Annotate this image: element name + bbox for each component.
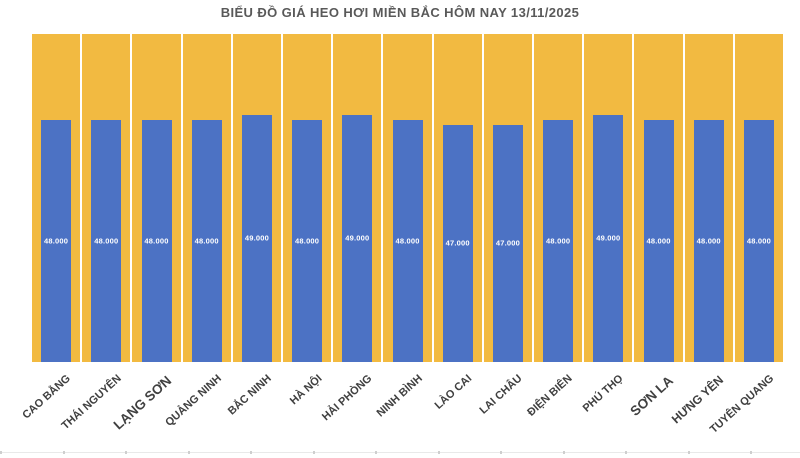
category-column: 48.000 (283, 34, 332, 362)
bottom-tick (62, 451, 65, 454)
category-column: 47.000 (483, 34, 533, 362)
bar-value-label: 47.000 (445, 238, 470, 248)
bottom-tick (750, 451, 752, 454)
bar-value-label: 48.000 (44, 236, 69, 246)
bottom-tick (375, 451, 377, 454)
category-column: 49.000 (333, 34, 382, 362)
price-bar: 48.000 (643, 119, 674, 362)
price-bar: 48.000 (693, 119, 724, 362)
bottom-tick (125, 451, 127, 454)
x-axis-label: CAO BẰNG (20, 372, 74, 422)
category-column: 48.000 (734, 34, 784, 362)
bottom-tick (312, 451, 315, 454)
x-axis-label: HÀ NỘI (287, 372, 325, 408)
category-column: 48.000 (534, 34, 583, 362)
category-column: 48.000 (182, 34, 231, 362)
bar-value-label: 48.000 (395, 236, 420, 246)
category-column: 47.000 (433, 34, 482, 362)
x-axis-label: THÁI NGUYÊN (58, 372, 124, 433)
bar-value-label: 48.000 (94, 236, 119, 246)
x-axis-label: TUYÊN QUANG (707, 372, 776, 436)
bottom-tick (437, 451, 440, 454)
bar-value-label: 49.000 (345, 233, 370, 243)
x-axis-label: ĐIỆN BIÊN (525, 372, 576, 419)
price-bar: 47.000 (492, 124, 523, 362)
x-axis-label: SƠN LA (627, 372, 677, 419)
x-axis-label: HẢI PHÒNG (319, 372, 375, 424)
bar-value-label: 48.000 (194, 236, 219, 246)
bar-value-label: 47.000 (495, 238, 520, 248)
bottom-tick (625, 451, 627, 454)
bottom-gridline (0, 452, 800, 453)
x-axis-label: QUẢNG NINH (162, 372, 224, 429)
price-bar: 48.000 (543, 119, 574, 362)
price-bar: 48.000 (41, 119, 72, 362)
x-axis-label: BẮC NINH (225, 372, 274, 418)
price-bar: 48.000 (743, 119, 774, 362)
x-axis-label: LAI CHÂU (477, 372, 525, 417)
price-bar: 49.000 (342, 114, 373, 362)
category-column: 49.000 (232, 34, 282, 362)
price-bar: 49.000 (593, 114, 624, 362)
plot-area: 48.000 48.000 48.000 48.000 49.000 48.000 49.0… (32, 34, 784, 362)
x-axis-label: NINH BÌNH (374, 372, 425, 420)
chart-title: BIỂU ĐỒ GIÁ HEO HƠI MIỀN BẮC HÔM NAY 13/… (220, 5, 580, 20)
bottom-tick (187, 451, 190, 454)
bar-value-label: 48.000 (546, 236, 571, 246)
x-axis-label: PHÚ THỌ (580, 372, 626, 415)
category-column: 48.000 (132, 34, 181, 362)
bottom-tick (500, 451, 502, 454)
price-bar: 48.000 (91, 119, 122, 362)
price-bar: 48.000 (141, 119, 172, 362)
price-bar: 48.000 (292, 119, 323, 362)
bar-value-label: 48.000 (646, 236, 671, 246)
bottom-tick (562, 451, 565, 454)
bar-value-label: 49.000 (244, 233, 269, 243)
bottom-tick (250, 451, 252, 454)
price-bar: 48.000 (392, 119, 423, 362)
category-column: 48.000 (634, 34, 683, 362)
bar-value-label: 49.000 (596, 233, 621, 243)
bar-value-label: 48.000 (144, 236, 169, 246)
category-column: 49.000 (584, 34, 633, 362)
bar-value-label: 48.000 (295, 236, 320, 246)
price-bar: 49.000 (241, 114, 272, 362)
bottom-tick (0, 451, 2, 454)
bottom-tick (687, 451, 690, 454)
category-column: 48.000 (383, 34, 432, 362)
x-axis-label: LÀO CAI (433, 372, 475, 412)
bar-value-label: 48.000 (696, 236, 721, 246)
price-bar: 48.000 (191, 119, 222, 362)
x-axis-label: LẠNG SƠN (110, 372, 175, 433)
bar-value-label: 48.000 (746, 236, 772, 246)
category-column: 48.000 (684, 34, 733, 362)
price-bar: 47.000 (442, 124, 473, 362)
x-axis-label: HƯNG YÊN (669, 372, 727, 427)
category-column: 48.000 (32, 34, 81, 362)
category-column: 48.000 (82, 34, 131, 362)
